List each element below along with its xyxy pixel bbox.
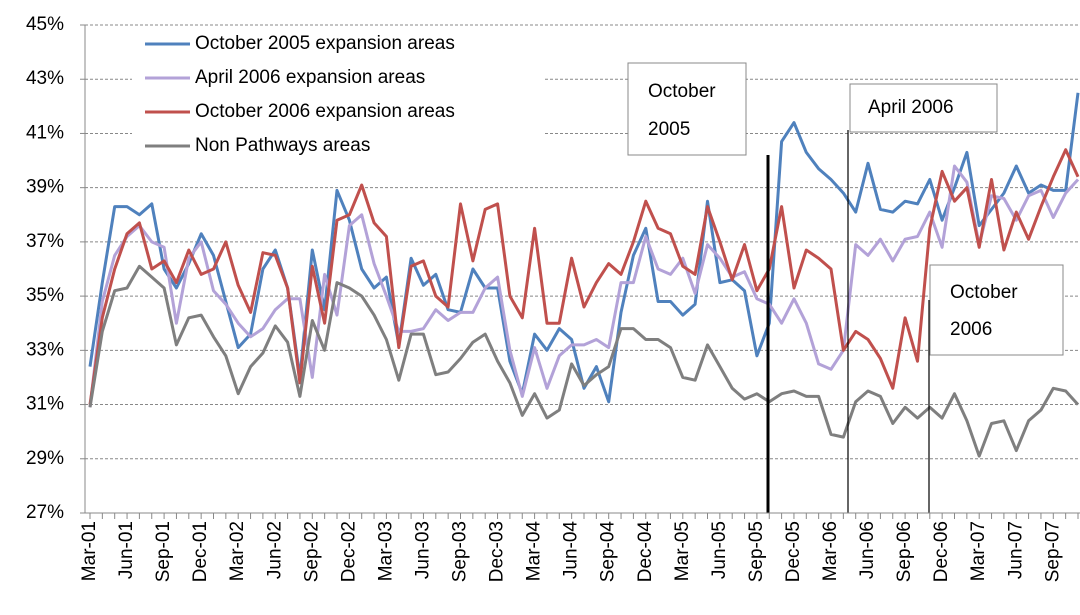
series-line: [88, 92, 1080, 404]
annotation-text: 2006: [950, 319, 992, 340]
legend-label: October 2005 expansion areas: [195, 33, 455, 54]
x-tick-label: Sep-02: [301, 521, 322, 582]
legend-label: October 2006 expansion areas: [195, 101, 455, 122]
y-tick-label: 43%: [26, 68, 64, 89]
x-tick-label: Dec-04: [635, 521, 656, 583]
y-tick-label: 27%: [26, 502, 64, 523]
x-tick-label: Mar-06: [820, 521, 841, 581]
x-tick-label: Dec-03: [487, 521, 508, 582]
x-tick-label: Jun-02: [264, 521, 285, 579]
y-tick-label: 41%: [26, 122, 64, 143]
series-line: [88, 148, 1080, 405]
x-tick-label: Mar-04: [524, 521, 545, 582]
series-line: [88, 264, 1080, 458]
x-tick-label: Jun-06: [857, 521, 878, 579]
x-tick-label: Dec-06: [931, 521, 952, 582]
y-tick-label: 35%: [26, 285, 64, 306]
y-tick-label: 39%: [26, 177, 64, 198]
x-tick-label: Dec-02: [338, 521, 359, 582]
x-tick-label: Sep-04: [598, 521, 619, 583]
annotations: October 2005 April 2006 October 2006: [627, 62, 1064, 513]
lines: [88, 92, 1080, 458]
x-tick-label: Jun-01: [116, 521, 137, 579]
x-tick-label: Sep-01: [153, 521, 174, 582]
x-tick-label: Jun-03: [412, 521, 433, 579]
x-tick-label: Mar-03: [375, 521, 396, 581]
x-tick-label: Mar-02: [227, 521, 248, 581]
annotation-box: [849, 83, 998, 133]
annotation-box: [627, 62, 747, 156]
y-tick-label: 37%: [26, 231, 64, 252]
y-tick-label: 45%: [26, 14, 64, 35]
legend: October 2005 expansion areas April 2006 e…: [145, 33, 455, 156]
annotation-box: [929, 264, 1064, 356]
y-tick-label: 31%: [26, 394, 64, 415]
y-tick-label: 29%: [26, 448, 64, 469]
x-tick-label: Sep-03: [450, 521, 471, 582]
x-tick-label: Dec-01: [190, 521, 211, 582]
y-tick-label: 33%: [26, 339, 64, 360]
x-tick-label: Dec-05: [783, 521, 804, 582]
axes: 27% 29% 31% 33% 35% 37% 39% 41% 43% 45% Mar-01 Jun-…: [26, 14, 1080, 582]
x-tick-label: Sep-07: [1042, 521, 1063, 582]
legend-label: April 2006 expansion areas: [195, 67, 425, 88]
legend-background: [132, 28, 544, 164]
x-tick-label: Jun-07: [1005, 521, 1026, 579]
annotation-text: October: [648, 81, 716, 102]
series-line: [88, 164, 1080, 408]
legend-label: Non Pathways areas: [195, 135, 370, 156]
annotation-text: October: [950, 282, 1018, 303]
annotation-text: April 2006: [868, 97, 954, 118]
x-tick-label: Sep-05: [746, 521, 767, 582]
annotation-text: 2005: [648, 119, 690, 140]
x-tick-label: Mar-01: [79, 521, 100, 581]
x-tick-label: Mar-07: [968, 521, 989, 581]
x-tick-label: Jun-05: [709, 521, 730, 579]
x-tick-label: Mar-05: [672, 521, 693, 581]
x-tick-label: Jun-04: [561, 521, 582, 580]
x-tick-label: Sep-06: [894, 521, 915, 582]
